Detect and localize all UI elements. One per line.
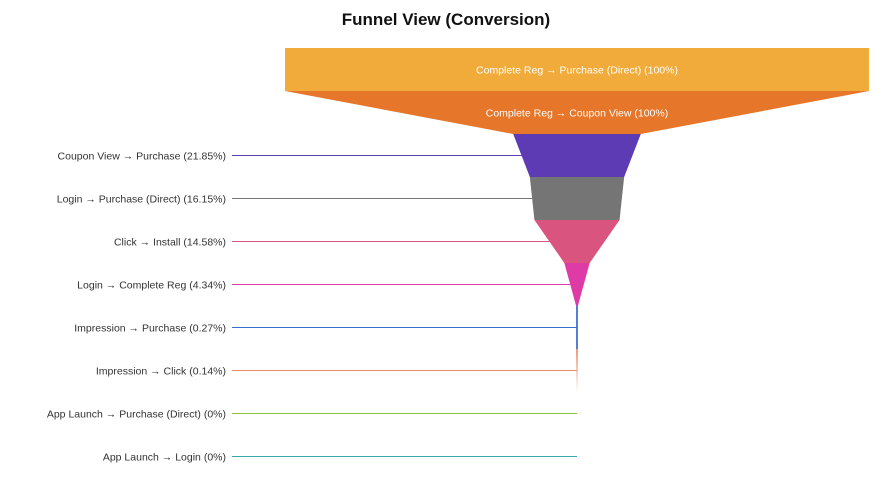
funnel-segment-0[interactable] [285,48,869,91]
stage-label-2: Coupon View → Purchase (21.85%) [58,151,226,163]
stage-label-7: Impression → Click (0.14%) [96,366,226,378]
stage-label-3: Login → Purchase (Direct) (16.15%) [57,194,226,206]
funnel-segment-label-0: Complete Reg → Purchase (Direct) (100%) [476,65,678,77]
stage-label-5: Login → Complete Reg (4.34%) [77,280,226,292]
stage-label-8: App Launch → Purchase (Direct) (0%) [47,409,226,421]
funnel-segment-label-1: Complete Reg → Coupon View (100%) [486,108,668,120]
stage-label-4: Click → Install (14.58%) [114,237,226,249]
stage-label-9: App Launch → Login (0%) [103,452,226,464]
funnel-segment-1[interactable] [285,91,869,134]
stage-label-6: Impression → Purchase (0.27%) [74,323,226,335]
chart-title: Funnel View (Conversion) [341,10,551,29]
